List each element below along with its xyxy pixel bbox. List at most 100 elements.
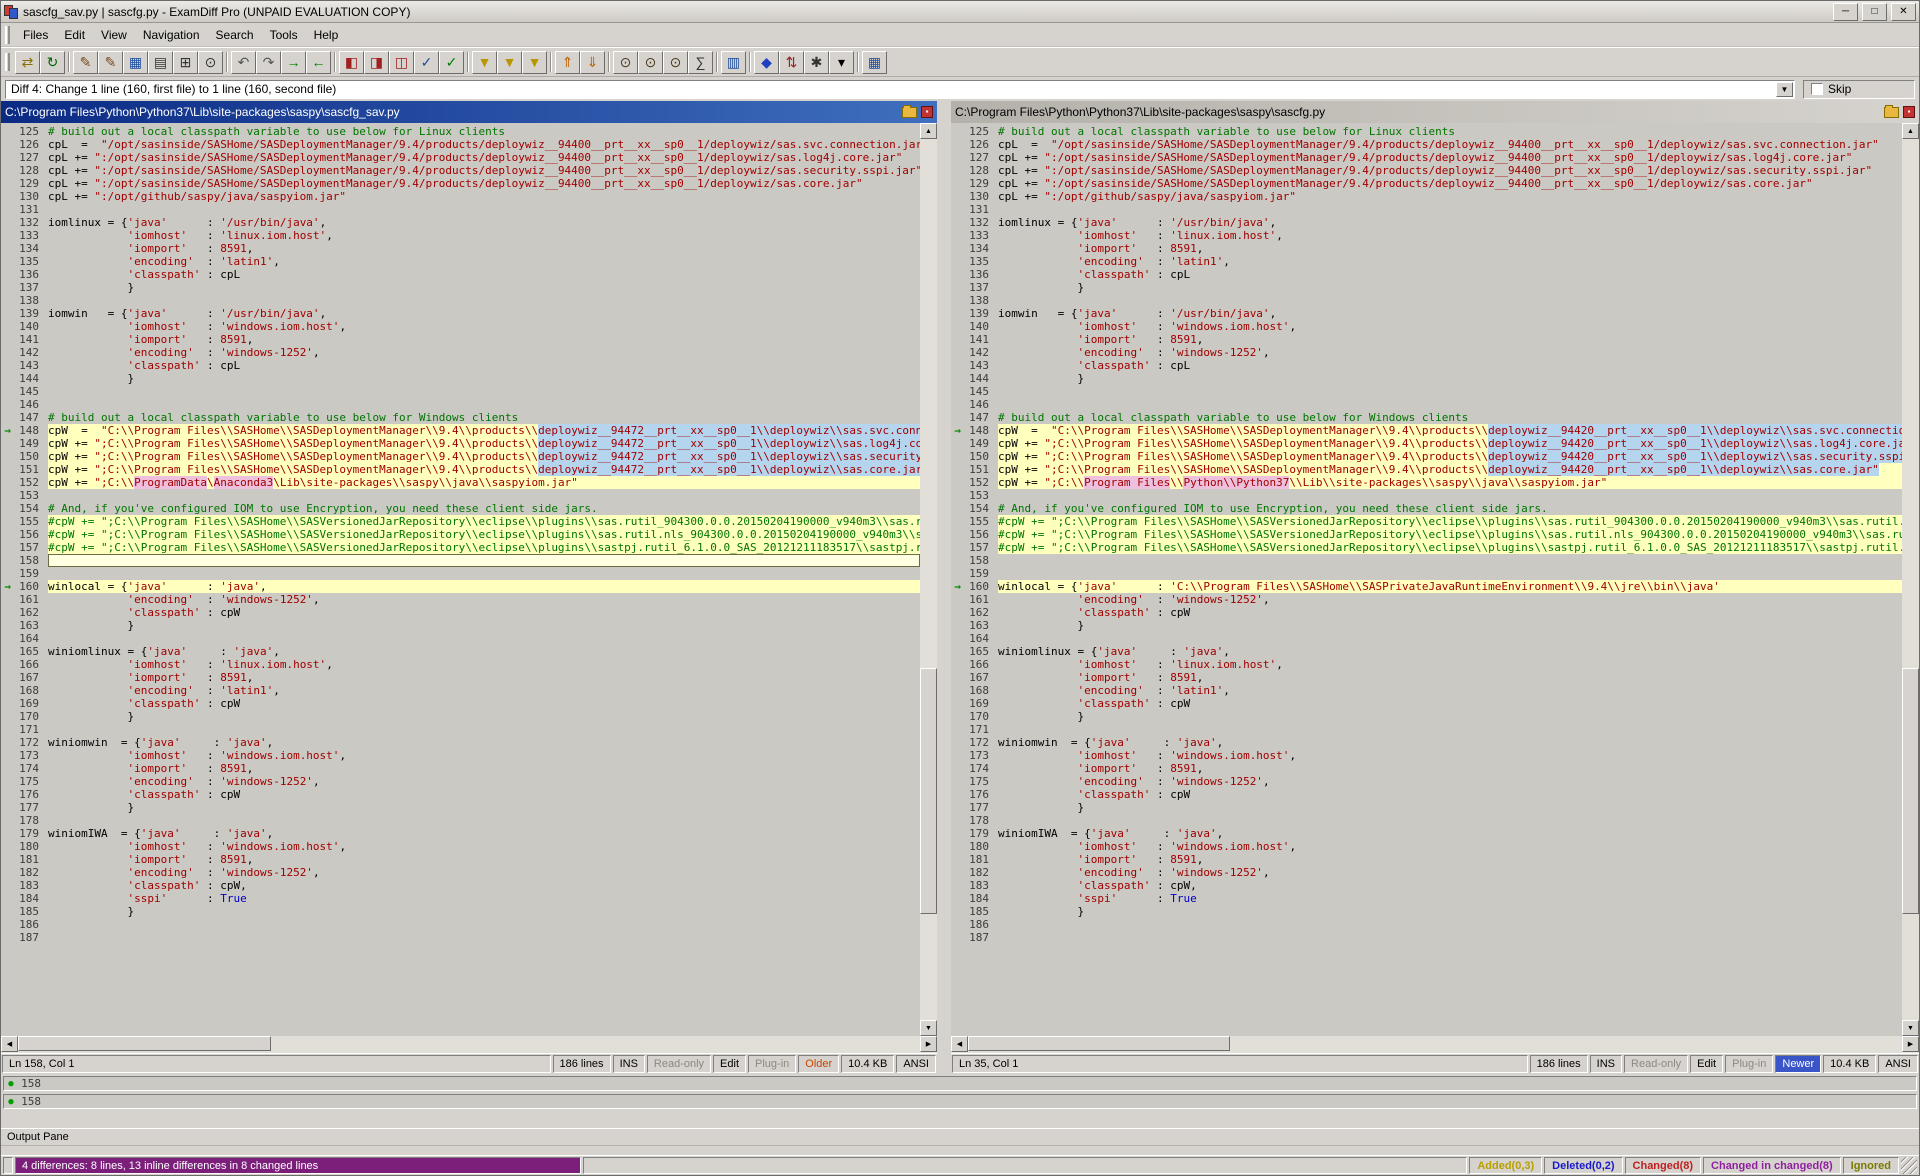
scroll-left-icon[interactable]: ◀ [1, 1036, 18, 1052]
help-button[interactable]: ▦ [862, 50, 887, 74]
code-line[interactable]: 175 'encoding' : 'windows-1252', [1, 775, 920, 788]
code-line[interactable]: 130 cpL += ":/opt/github/saspy/java/saspy… [951, 190, 1902, 203]
scrollbar-thumb[interactable] [18, 1036, 271, 1051]
scroll-right-icon[interactable]: ▶ [920, 1036, 937, 1052]
code-line[interactable]: 165 winiomlinux = {'java' : 'java', [1, 645, 920, 658]
code-line[interactable]: 172 winiomwin = {'java' : 'java', [951, 736, 1902, 749]
code-line[interactable]: 135 'encoding' : 'latin1', [951, 255, 1902, 268]
code-line[interactable]: 169 'classpath' : cpW [951, 697, 1902, 710]
code-line[interactable]: 151 cpW += ";C:\\Program Files\\SASHome\\… [1, 463, 920, 476]
code-line[interactable]: 129 cpL += ":/opt/sasinside/SASHome/SASDe… [951, 177, 1902, 190]
code-line[interactable]: 142 'encoding' : 'windows-1252', [951, 346, 1902, 359]
code-line[interactable]: 187 [1, 931, 920, 944]
filter-added-button[interactable]: ▼ [472, 50, 497, 74]
recompare-icon[interactable]: ▪ [1903, 106, 1915, 118]
code-line[interactable]: 153 [1, 489, 920, 502]
code-line[interactable]: 164 [1, 632, 920, 645]
scrollbar-thumb[interactable] [968, 1036, 1230, 1051]
browse-file-icon[interactable] [902, 104, 917, 118]
first-horizontal-scrollbar[interactable]: ◀ ▶ [1, 1036, 937, 1053]
code-line[interactable]: 172 winiomwin = {'java' : 'java', [1, 736, 920, 749]
scroll-down-icon[interactable]: ▼ [1902, 1020, 1919, 1036]
plugins-button[interactable]: ◆ [754, 50, 779, 74]
code-line[interactable]: 145 [1, 385, 920, 398]
code-line[interactable]: 161 'encoding' : 'windows-1252', [951, 593, 1902, 606]
code-line[interactable]: 137 } [951, 281, 1902, 294]
pane-splitter[interactable] [937, 101, 951, 1073]
code-line[interactable]: 149 cpW += ";C:\\Program Files\\SASHome\\… [951, 437, 1902, 450]
chevron-down-icon[interactable]: ▼ [1776, 81, 1793, 97]
code-line[interactable]: 175 'encoding' : 'windows-1252', [951, 775, 1902, 788]
code-line[interactable]: 137 } [1, 281, 920, 294]
scroll-up-icon[interactable]: ▲ [920, 123, 937, 139]
menu-edit[interactable]: Edit [64, 27, 86, 42]
show-both-files-button[interactable]: ◫ [389, 50, 414, 74]
code-line[interactable]: 185 } [1, 905, 920, 918]
code-line[interactable]: 173 'iomhost' : 'windows.iom.host', [1, 749, 920, 762]
current-line-editor[interactable]: ● 158 [3, 1076, 1917, 1091]
current-line-editor[interactable]: ● 158 [3, 1094, 1917, 1109]
statistics-button[interactable]: ∑ [688, 50, 713, 74]
menu-files[interactable]: Files [23, 27, 49, 42]
code-line[interactable]: 182 'encoding' : 'windows-1252', [951, 866, 1902, 879]
refresh-button[interactable]: ↻ [40, 50, 65, 74]
code-line[interactable]: 150 cpW += ";C:\\Program Files\\SASHome\\… [1, 450, 920, 463]
code-line[interactable]: 141 'iomport' : 8591, [1, 333, 920, 346]
code-line[interactable]: 158 [1, 554, 920, 567]
menu-tools[interactable]: Tools [269, 27, 298, 42]
undo-button[interactable]: ↶ [231, 50, 256, 74]
scrollbar-thumb[interactable] [920, 667, 937, 915]
compare-button[interactable]: ⇄ [15, 50, 40, 74]
code-line[interactable]: 133 'iomhost' : 'linux.iom.host', [951, 229, 1902, 242]
code-line[interactable]: 183 'classpath' : cpW, [1, 879, 920, 892]
edit-second-file-button[interactable]: ✎ [98, 50, 123, 74]
copy-button[interactable]: ⊞ [173, 50, 198, 74]
menu-grip[interactable] [5, 25, 10, 44]
code-line[interactable]: 167 'iomport' : 8591, [951, 671, 1902, 684]
code-line[interactable]: 177 } [1, 801, 920, 814]
menu-view[interactable]: View [101, 27, 127, 42]
code-line[interactable]: 138 [1, 294, 920, 307]
code-line[interactable]: 150 cpW += ";C:\\Program Files\\SASHome\\… [951, 450, 1902, 463]
code-line[interactable]: 184 'sspi' : True [951, 892, 1902, 905]
code-line[interactable]: 185 } [951, 905, 1902, 918]
code-line[interactable]: → 160 winlocal = {'java' : 'java', [1, 580, 920, 593]
code-line[interactable]: 184 'sspi' : True [1, 892, 920, 905]
code-line[interactable]: 178 [951, 814, 1902, 827]
code-line[interactable]: 128 cpL += ":/opt/sasinside/SASHome/SASDe… [1, 164, 920, 177]
options-dropdown-button[interactable]: ▾ [829, 50, 854, 74]
code-line[interactable]: → 160 winlocal = {'java' : 'C:\\Program Fi… [951, 580, 1902, 593]
code-line[interactable]: 181 'iomport' : 8591, [951, 853, 1902, 866]
code-line[interactable]: 156 #cpW += ";C:\\Program Files\\SASHome\… [1, 528, 920, 541]
code-line[interactable]: 134 'iomport' : 8591, [951, 242, 1902, 255]
code-line[interactable]: 132 iomlinux = {'java' : '/usr/bin/java', [951, 216, 1902, 229]
save-button[interactable]: ▦ [123, 50, 148, 74]
code-line[interactable]: 180 'iomhost' : 'windows.iom.host', [951, 840, 1902, 853]
code-line[interactable]: 155 #cpW += ";C:\\Program Files\\SASHome\… [1, 515, 920, 528]
code-line[interactable]: 154 # And, if you've configured IOM to us… [951, 502, 1902, 515]
layout-button[interactable]: ▥ [721, 50, 746, 74]
code-line[interactable]: 170 } [1, 710, 920, 723]
print-button[interactable]: ▤ [148, 50, 173, 74]
second-horizontal-scrollbar[interactable]: ◀ ▶ [951, 1036, 1919, 1053]
menu-navigation[interactable]: Navigation [142, 27, 200, 42]
scroll-left-icon[interactable]: ◀ [951, 1036, 968, 1052]
code-line[interactable]: 131 [1, 203, 920, 216]
scroll-down-icon[interactable]: ▼ [920, 1020, 937, 1036]
code-line[interactable]: 139 iomwin = {'java' : '/usr/bin/java', [951, 307, 1902, 320]
code-line[interactable]: 159 [951, 567, 1902, 580]
code-line[interactable]: 171 [951, 723, 1902, 736]
code-line[interactable]: 156 #cpW += ";C:\\Program Files\\SASHome\… [951, 528, 1902, 541]
code-line[interactable]: 145 [951, 385, 1902, 398]
code-line[interactable]: 146 [1, 398, 920, 411]
code-line[interactable]: 135 'encoding' : 'latin1', [1, 255, 920, 268]
code-line[interactable]: 143 'classpath' : cpL [1, 359, 920, 372]
menu-help[interactable]: Help [313, 27, 339, 42]
copy-block-left-button[interactable]: ← [306, 50, 331, 74]
code-line[interactable]: 167 'iomport' : 8591, [1, 671, 920, 684]
code-line[interactable]: 166 'iomhost' : 'linux.iom.host', [1, 658, 920, 671]
first-vertical-scrollbar[interactable]: ▲ ▼ [920, 123, 937, 1036]
code-line[interactable]: → 148 cpW = "C:\\Program Files\\SASHome\\S… [951, 424, 1902, 437]
previous-diff-button[interactable]: ⇑ [555, 50, 580, 74]
code-line[interactable]: 138 [951, 294, 1902, 307]
